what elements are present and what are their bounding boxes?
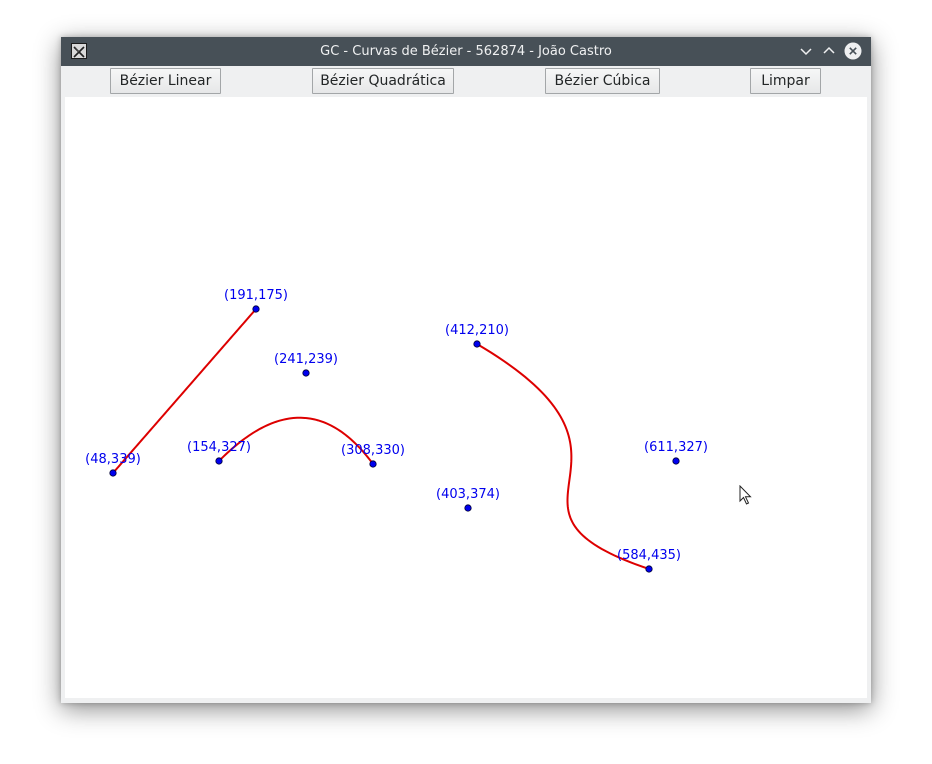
app-icon	[71, 43, 87, 59]
control-point-label: (584,435)	[617, 548, 681, 563]
toolbar: Bézier Linear Bézier Quadrática Bézier C…	[61, 66, 871, 97]
clear-button[interactable]: Limpar	[750, 68, 821, 94]
minimize-button[interactable]	[797, 42, 815, 60]
mouse-cursor-icon	[739, 485, 752, 505]
drawing-canvas[interactable]: (48,339) (191,175) (154,327) (241,239) (308,…	[65, 97, 867, 698]
app-window: GC - Curvas de Bézier - 562874 - João Ca…	[61, 37, 871, 703]
bezier-cubic-button[interactable]: Bézier Cúbica	[545, 68, 660, 94]
control-point-label: (241,239)	[274, 352, 338, 367]
title-bar[interactable]: GC - Curvas de Bézier - 562874 - João Ca…	[61, 37, 871, 66]
control-point[interactable]	[464, 504, 472, 512]
control-point[interactable]	[109, 469, 117, 477]
control-point-label: (48,339)	[85, 452, 141, 467]
close-button[interactable]	[844, 42, 862, 60]
control-point-label: (308,330)	[341, 443, 405, 458]
window-title: GC - Curvas de Bézier - 562874 - João Ca…	[320, 44, 612, 59]
control-point[interactable]	[215, 457, 223, 465]
control-point-label: (412,210)	[445, 323, 509, 338]
chevron-up-icon	[823, 46, 835, 54]
control-point-label: (191,175)	[224, 288, 288, 303]
control-point[interactable]	[252, 305, 260, 313]
control-point[interactable]	[645, 565, 653, 573]
control-point-label: (611,327)	[644, 440, 708, 455]
control-point[interactable]	[473, 340, 481, 348]
control-point-label: (154,327)	[187, 440, 251, 455]
curve-drawing: (48,339) (191,175) (154,327) (241,239) (308,…	[85, 288, 708, 573]
bezier-linear-button[interactable]: Bézier Linear	[110, 68, 221, 94]
quadratic-bezier-curve	[218, 416, 374, 465]
control-point-label: (403,374)	[436, 487, 500, 502]
close-icon	[844, 42, 862, 60]
control-point[interactable]	[302, 369, 310, 377]
control-point[interactable]	[672, 457, 680, 465]
linear-bezier-curve	[112, 308, 257, 474]
maximize-button[interactable]	[820, 42, 838, 60]
chevron-down-icon	[800, 48, 812, 56]
control-point[interactable]	[369, 460, 377, 468]
bezier-quadratic-button[interactable]: Bézier Quadrática	[312, 68, 454, 94]
cubic-bezier-curve	[476, 343, 650, 570]
